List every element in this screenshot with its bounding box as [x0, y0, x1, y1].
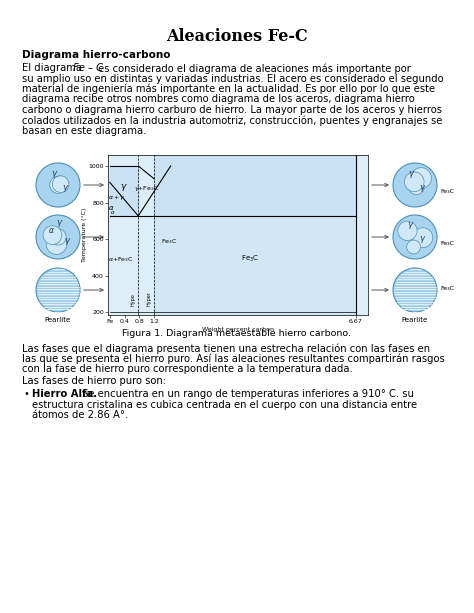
Circle shape — [409, 178, 424, 194]
Text: $\gamma$: $\gamma$ — [408, 169, 415, 180]
Circle shape — [52, 176, 69, 192]
Text: átomos de 2.86 A°.: átomos de 2.86 A°. — [32, 410, 128, 420]
Text: basan en este diagrama.: basan en este diagrama. — [22, 126, 146, 136]
Text: Fe₃C: Fe₃C — [440, 241, 454, 246]
Text: Hierro Alfa.: Hierro Alfa. — [32, 389, 97, 399]
Text: $\gamma$: $\gamma$ — [419, 183, 426, 194]
Text: $\alpha$: $\alpha$ — [109, 208, 115, 216]
Text: $\alpha$: $\alpha$ — [109, 204, 115, 212]
Circle shape — [393, 268, 437, 312]
Circle shape — [50, 177, 67, 194]
X-axis label: Weight percent carbon: Weight percent carbon — [202, 327, 274, 332]
Text: $\gamma$: $\gamma$ — [419, 234, 426, 245]
Circle shape — [393, 215, 437, 259]
Text: $\gamma$: $\gamma$ — [120, 183, 128, 194]
Text: su amplio uso en distintas y variadas industrias. El acero es considerado el seg: su amplio uso en distintas y variadas in… — [22, 74, 444, 83]
Text: $\gamma$: $\gamma$ — [62, 183, 69, 194]
Circle shape — [36, 163, 80, 207]
Text: $\gamma$+Fe$_3$C: $\gamma$+Fe$_3$C — [134, 184, 159, 192]
Text: $\gamma$: $\gamma$ — [64, 236, 71, 247]
Circle shape — [408, 173, 423, 188]
Text: con la fase de hierro puro correspondiente a la temperatura dada.: con la fase de hierro puro correspondien… — [22, 364, 353, 374]
Text: Pearlite: Pearlite — [45, 317, 71, 323]
Circle shape — [53, 176, 68, 191]
Text: las que se presenta el hierro puro. Así las aleaciones resultantes compartirán r: las que se presenta el hierro puro. Así … — [22, 354, 445, 364]
Text: Aleaciones Fe-C: Aleaciones Fe-C — [166, 28, 308, 45]
Text: El diagrama: El diagrama — [22, 63, 85, 73]
Circle shape — [407, 240, 420, 254]
Text: Hypo: Hypo — [130, 293, 136, 306]
Text: Pearlite: Pearlite — [402, 317, 428, 323]
Text: $\gamma$: $\gamma$ — [51, 169, 58, 180]
Circle shape — [43, 226, 62, 245]
Circle shape — [410, 167, 431, 188]
Text: •: • — [24, 389, 30, 399]
Circle shape — [50, 178, 64, 192]
Text: estructura cristalina es cubica centrada en el cuerpo con una distancia entre: estructura cristalina es cubica centrada… — [32, 400, 417, 409]
Circle shape — [393, 163, 437, 207]
Text: Fe₃C: Fe₃C — [440, 286, 454, 291]
Text: $\gamma$: $\gamma$ — [56, 218, 64, 229]
Text: carbono o diagrama hierro carburo de hierro. La mayor parte de los aceros y hier: carbono o diagrama hierro carburo de hie… — [22, 105, 442, 115]
Text: Figura 1. Diagrama metaestable hierro carbono.: Figura 1. Diagrama metaestable hierro ca… — [122, 329, 352, 338]
Text: Fe₃C: Fe₃C — [440, 189, 454, 194]
Circle shape — [398, 221, 417, 240]
Circle shape — [413, 228, 433, 248]
Text: Diagrama hierro-carbono: Diagrama hierro-carbono — [22, 50, 171, 60]
Text: Fe$_3$C: Fe$_3$C — [241, 254, 259, 264]
Text: Las fases de hierro puro son:: Las fases de hierro puro son: — [22, 376, 166, 386]
Circle shape — [50, 229, 66, 245]
Circle shape — [404, 172, 424, 192]
Text: $\alpha$: $\alpha$ — [48, 226, 55, 235]
Circle shape — [36, 215, 80, 259]
Text: Fe – C: Fe – C — [73, 63, 103, 73]
Y-axis label: Temperature (°C): Temperature (°C) — [82, 208, 87, 262]
Circle shape — [36, 268, 80, 312]
Text: material de ingeniería más importante en la actualidad. Es por ello por lo que e: material de ingeniería más importante en… — [22, 84, 435, 94]
Text: Se encuentra en un rango de temperaturas inferiores a 910° C. su: Se encuentra en un rango de temperaturas… — [79, 389, 414, 399]
Text: $\alpha + \gamma$: $\alpha + \gamma$ — [108, 193, 125, 202]
Text: $\gamma$: $\gamma$ — [407, 220, 414, 231]
Circle shape — [46, 234, 67, 254]
Text: Fe$_3$C: Fe$_3$C — [161, 237, 177, 246]
Text: es considerado el diagrama de aleaciones más importante por: es considerado el diagrama de aleaciones… — [95, 63, 411, 74]
Text: colados utilizados en la industria automotriz, construcción, puentes y engranaje: colados utilizados en la industria autom… — [22, 115, 442, 126]
Text: Hyper: Hyper — [146, 291, 151, 306]
Text: diagrama recibe otros nombres como diagrama de los aceros, diagrama hierro: diagrama recibe otros nombres como diagr… — [22, 94, 415, 104]
Text: Las fases que el diagrama presenta tienen una estrecha relación con las fases en: Las fases que el diagrama presenta tiene… — [22, 343, 430, 354]
Text: $\alpha$+Fe$_3$C: $\alpha$+Fe$_3$C — [108, 255, 134, 264]
